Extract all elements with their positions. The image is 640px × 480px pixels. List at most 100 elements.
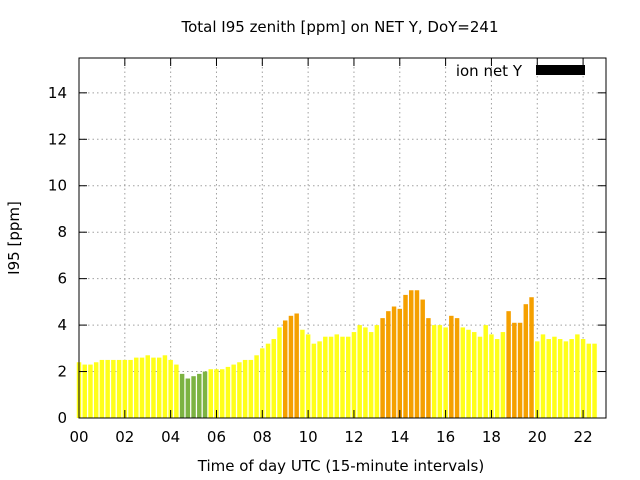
bar — [477, 336, 483, 418]
bar — [122, 359, 128, 418]
bar — [426, 318, 431, 418]
bar — [517, 322, 523, 418]
bars — [76, 290, 597, 418]
bar — [168, 359, 173, 418]
bar — [214, 369, 219, 418]
bar — [489, 334, 494, 418]
bar — [128, 359, 133, 418]
bar — [472, 332, 477, 418]
bar — [535, 341, 540, 418]
bar — [357, 325, 362, 418]
x-tick-label: 18 — [482, 428, 501, 446]
bar — [208, 369, 213, 418]
bar — [219, 369, 225, 418]
bar — [368, 332, 374, 418]
bar — [202, 371, 208, 418]
bar — [139, 357, 145, 418]
bar — [282, 320, 288, 418]
bar — [494, 339, 500, 418]
bar — [512, 322, 517, 418]
bar — [311, 343, 317, 418]
y-tick-label: 6 — [57, 270, 67, 288]
bar — [403, 294, 408, 418]
bar — [592, 343, 597, 418]
bar — [363, 327, 368, 418]
bar — [151, 357, 156, 418]
bar — [431, 325, 437, 418]
legend-label: ion net Y — [456, 62, 523, 80]
x-tick-label: 20 — [528, 428, 547, 446]
x-axis-label: Time of day UTC (15-minute intervals) — [197, 457, 484, 475]
x-tick-label: 22 — [574, 428, 593, 446]
bar — [197, 373, 202, 418]
bar — [540, 334, 546, 418]
bar — [231, 364, 236, 418]
bar — [340, 336, 345, 418]
bar — [443, 327, 448, 418]
bar — [93, 362, 99, 418]
bar — [397, 308, 403, 418]
bar — [334, 334, 340, 418]
bar — [305, 334, 311, 418]
bar — [105, 359, 110, 418]
x-tick-label: 12 — [344, 428, 363, 446]
bar — [237, 362, 242, 418]
bar — [466, 329, 471, 418]
y-tick-label: 2 — [57, 363, 67, 381]
bar — [99, 359, 105, 418]
bar — [294, 313, 299, 418]
plot-frame — [78, 57, 607, 419]
bar — [328, 336, 334, 418]
x-tick-label: 02 — [115, 428, 134, 446]
bar — [386, 311, 391, 418]
legend: ion net Y — [456, 62, 585, 80]
x-tick-label: 14 — [390, 428, 409, 446]
bar — [460, 327, 466, 418]
y-tick-label: 10 — [48, 177, 67, 195]
bar — [437, 325, 443, 418]
bar — [546, 339, 551, 418]
bar — [185, 378, 191, 418]
bar — [134, 357, 139, 418]
bar — [351, 332, 357, 418]
bar — [162, 355, 168, 418]
bar — [300, 329, 305, 418]
x-tick-label: 06 — [207, 428, 226, 446]
y-tick-label: 14 — [48, 84, 67, 102]
bar — [111, 359, 116, 418]
bar — [277, 327, 282, 418]
bar — [82, 364, 87, 418]
bar — [586, 343, 592, 418]
bar — [414, 290, 420, 418]
bar — [225, 366, 231, 418]
x-tick-label: 08 — [253, 428, 272, 446]
y-tick-label: 0 — [57, 409, 67, 427]
bar — [552, 336, 557, 418]
bar — [557, 339, 563, 418]
bar — [420, 299, 425, 418]
bar — [500, 332, 506, 418]
bar — [506, 311, 511, 418]
legend-swatch — [536, 65, 585, 75]
y-axis-label: I95 [ppm] — [5, 201, 23, 275]
bar — [248, 359, 254, 418]
bar — [483, 325, 488, 418]
y-tick-label: 12 — [48, 130, 67, 148]
bar — [179, 373, 185, 418]
bar — [288, 315, 294, 418]
bar — [345, 336, 351, 418]
y-tick-label: 8 — [57, 223, 67, 241]
bar — [563, 341, 569, 418]
bar — [380, 318, 385, 418]
bar — [271, 339, 276, 418]
chart-title: Total I95 zenith [ppm] on NET Y, DoY=241 — [180, 18, 498, 36]
x-tick-label: 10 — [299, 428, 318, 446]
bar — [409, 290, 414, 418]
x-tick-label: 04 — [161, 428, 180, 446]
y-tick-label: 4 — [57, 316, 67, 334]
bar — [575, 334, 580, 418]
bar — [254, 355, 259, 418]
bar — [580, 339, 586, 418]
